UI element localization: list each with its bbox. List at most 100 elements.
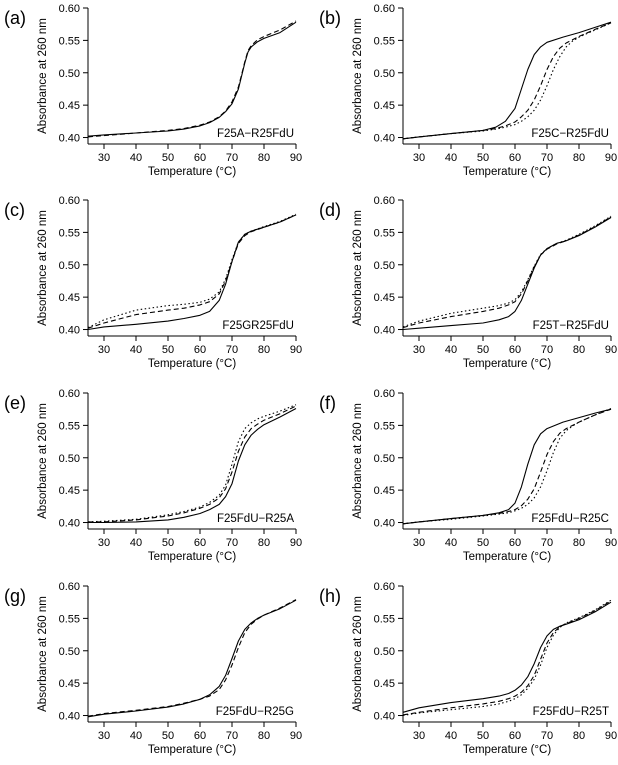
y-tick-label: 0.45: [59, 485, 80, 497]
series-line-dashed: [402, 408, 612, 525]
x-tick-label: 50: [162, 152, 174, 164]
y-tick-label: 0.55: [59, 35, 80, 47]
y-axis-label: Absorbance at 260 nm: [352, 596, 364, 712]
y-tick-label: 0.45: [59, 100, 80, 112]
series-line-dotted: [87, 404, 297, 523]
x-tick-label: 90: [290, 152, 302, 164]
panel-letter: (b): [319, 8, 341, 28]
x-tick-label: 50: [477, 152, 489, 164]
sample-annotation: F25FdU−R25A: [217, 513, 294, 525]
x-axis-label: Temperature (°C): [463, 744, 551, 756]
x-tick-label: 90: [290, 344, 302, 356]
x-axis-label: Temperature (°C): [463, 551, 551, 563]
panel-c: (c) 0.40 0.45 0.50 0.55 0.60 30 40 50 60 70 80 90 Tem…: [4, 195, 302, 370]
x-tick-label: 50: [162, 730, 174, 742]
y-axis-label: Absorbance at 260 nm: [37, 596, 49, 712]
x-tick-label: 70: [226, 344, 238, 356]
x-tick-label: 60: [509, 537, 521, 549]
series-line-solid: [402, 601, 612, 713]
x-tick-label: 30: [98, 344, 110, 356]
y-tick-label: 0.50: [374, 260, 395, 272]
series-line-dashed: [402, 216, 612, 329]
x-tick-label: 80: [573, 537, 585, 549]
sample-annotation: F25T−R25FdU: [533, 320, 609, 332]
y-tick-label: 0.50: [59, 646, 80, 658]
y-axis-label: Absorbance at 260 nm: [37, 210, 49, 326]
series-line-dashed: [402, 22, 612, 140]
x-tick-label: 80: [258, 730, 270, 742]
y-tick-label: 0.50: [374, 68, 395, 80]
series-line-dashed: [87, 20, 297, 138]
panel-letter: (g): [4, 586, 26, 606]
x-tick-label: 30: [98, 730, 110, 742]
panel-letter: (d): [319, 200, 341, 220]
series-line-dashed: [402, 600, 612, 716]
y-tick-label: 0.40: [59, 711, 80, 723]
panel-letter: (c): [4, 200, 25, 220]
y-tick-label: 0.60: [374, 3, 395, 15]
panel-g: (g) 0.40 0.45 0.50 0.55 0.60 30 40 50 60 70 80 90 Tem…: [4, 581, 302, 756]
panel-b: (b) 0.40 0.45 0.50 0.55 0.60 30 40 50 60 70 80 90 Tem…: [319, 3, 617, 178]
x-tick-label: 30: [98, 152, 110, 164]
x-tick-label: 90: [605, 152, 617, 164]
x-tick-label: 30: [413, 537, 425, 549]
x-tick-label: 80: [258, 344, 270, 356]
sample-annotation: F25A−R25FdU: [217, 128, 294, 140]
y-axis-label: Absorbance at 260 nm: [37, 403, 49, 519]
series-line-solid: [88, 408, 297, 524]
x-tick-label: 80: [258, 152, 270, 164]
x-tick-label: 60: [509, 344, 521, 356]
x-tick-label: 60: [194, 152, 206, 164]
y-tick-label: 0.40: [374, 133, 395, 145]
x-tick-label: 50: [477, 730, 489, 742]
x-tick-label: 40: [445, 152, 457, 164]
y-tick-label: 0.45: [374, 485, 395, 497]
x-tick-label: 40: [130, 537, 142, 549]
y-tick-label: 0.55: [59, 613, 80, 625]
y-tick-label: 0.50: [59, 453, 80, 465]
x-tick-label: 70: [226, 152, 238, 164]
x-tick-label: 70: [541, 537, 553, 549]
y-tick-label: 0.40: [59, 325, 80, 337]
series-line-dotted: [87, 213, 297, 329]
sample-annotation: F25C−R25FdU: [531, 128, 609, 140]
x-tick-label: 70: [541, 344, 553, 356]
panel-letter: (a): [4, 8, 26, 28]
x-tick-label: 50: [477, 344, 489, 356]
x-tick-label: 80: [573, 152, 585, 164]
series-line-solid: [87, 599, 297, 718]
y-tick-label: 0.45: [374, 678, 395, 690]
y-tick-label: 0.40: [374, 518, 395, 530]
x-axis-label: Temperature (°C): [148, 744, 236, 756]
x-axis-label: Temperature (°C): [463, 166, 551, 178]
x-tick-label: 80: [573, 344, 585, 356]
series-line-solid: [402, 408, 612, 525]
x-tick-label: 60: [509, 152, 521, 164]
panel-h: (h) 0.40 0.45 0.50 0.55 0.60 30 40 50 60 70 80 90 Tem…: [319, 581, 617, 756]
y-tick-label: 0.55: [374, 613, 395, 625]
x-tick-label: 40: [445, 344, 457, 356]
sample-annotation: F25GR25FdU: [222, 320, 294, 332]
x-tick-label: 40: [445, 537, 457, 549]
x-tick-label: 60: [194, 344, 206, 356]
y-tick-label: 0.55: [374, 420, 395, 432]
y-axis-label: Absorbance at 260 nm: [352, 18, 364, 134]
y-tick-label: 0.40: [59, 518, 80, 530]
y-tick-label: 0.45: [374, 100, 395, 112]
series-line-solid: [402, 21, 612, 140]
y-tick-label: 0.40: [374, 711, 395, 723]
x-tick-label: 40: [130, 344, 142, 356]
x-tick-label: 50: [162, 344, 174, 356]
x-tick-label: 80: [258, 537, 270, 549]
x-tick-label: 90: [605, 344, 617, 356]
x-tick-label: 90: [290, 730, 302, 742]
x-axis-label: Temperature (°C): [463, 358, 551, 370]
series-line-dotted: [402, 215, 612, 328]
series-line-solid: [87, 214, 297, 331]
panel-letter: (f): [319, 393, 336, 413]
panel-letter: (e): [4, 393, 26, 413]
sample-annotation: F25FdU−R25G: [216, 706, 294, 718]
x-tick-label: 70: [226, 537, 238, 549]
y-tick-label: 0.50: [374, 453, 395, 465]
